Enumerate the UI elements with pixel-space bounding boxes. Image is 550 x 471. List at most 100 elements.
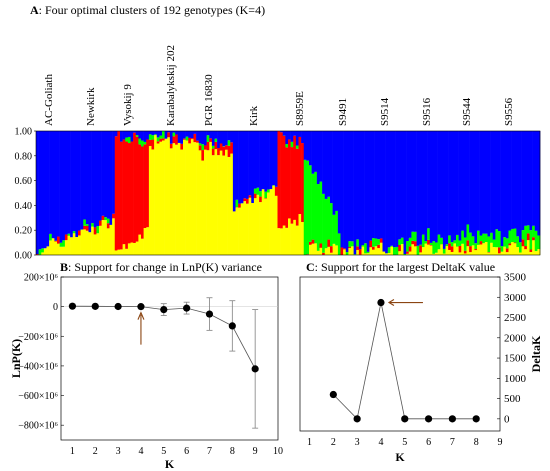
structure-bar-segment bbox=[437, 131, 441, 235]
structure-bar-segment bbox=[503, 246, 507, 255]
structure-bar-segment bbox=[508, 230, 512, 244]
structure-bar-segment bbox=[295, 148, 299, 226]
structure-bar-segment bbox=[322, 252, 326, 255]
structure-bar-segment bbox=[209, 141, 213, 255]
structure-bar-segment bbox=[524, 225, 528, 247]
structure-bar-segment bbox=[164, 138, 168, 255]
structure-bar-segment bbox=[198, 145, 202, 151]
structure-bar-segment bbox=[534, 230, 538, 252]
structure-bar-segment bbox=[193, 131, 197, 134]
structure-bar-segment bbox=[416, 245, 420, 255]
structure-bar-segment bbox=[214, 138, 218, 142]
structure-bar-segment bbox=[264, 198, 268, 199]
structure-bar-segment bbox=[319, 131, 323, 182]
structure-bar-segment bbox=[122, 131, 126, 140]
structure-bar-segment bbox=[172, 131, 176, 133]
structure-bar-segment bbox=[219, 143, 223, 151]
structure-bar-segment bbox=[211, 148, 215, 156]
structure-bar-segment bbox=[240, 131, 244, 204]
structure-bar-segment bbox=[458, 252, 462, 255]
lnpk-x-tick-label: 3 bbox=[116, 446, 121, 457]
deltak-data-point bbox=[424, 415, 433, 423]
structure-bar-segment bbox=[387, 131, 391, 248]
structure-bar-segment bbox=[508, 131, 512, 231]
structure-bar-segment bbox=[479, 235, 483, 242]
structure-bar-segment bbox=[143, 144, 147, 229]
structure-bar-segment bbox=[282, 135, 286, 226]
lnpk-data-point bbox=[160, 306, 168, 314]
structure-bar-segment bbox=[85, 230, 89, 255]
structure-bar-segment bbox=[369, 247, 373, 255]
structure-bars bbox=[35, 130, 541, 256]
structure-bar-segment bbox=[366, 131, 370, 252]
structure-bar-segment bbox=[156, 143, 160, 255]
structure-bar-segment bbox=[498, 131, 501, 232]
structure-bar-segment bbox=[133, 242, 137, 255]
structure-bar-segment bbox=[448, 131, 452, 236]
structure-bar-segment bbox=[251, 203, 255, 255]
structure-bar-segment bbox=[484, 241, 488, 255]
structure-bar-segment bbox=[427, 244, 431, 255]
deltak-y-tick-label: 3500 bbox=[504, 272, 527, 284]
structure-bar-segment bbox=[261, 131, 265, 190]
structure-bar-segment bbox=[127, 131, 131, 137]
structure-bar-segment bbox=[138, 131, 142, 139]
structure-bar-segment bbox=[332, 131, 336, 215]
structure-bar-segment bbox=[122, 139, 126, 245]
structure-bar-segment bbox=[169, 131, 173, 144]
structure-bar-segment bbox=[248, 195, 252, 198]
structure-bar-segment bbox=[419, 131, 423, 245]
structure-bar-segment bbox=[222, 131, 226, 147]
structure-bar-segment bbox=[214, 131, 218, 139]
structure-bar-segment bbox=[490, 242, 494, 255]
structure-bar-segment bbox=[43, 131, 47, 249]
structure-bar-segment bbox=[159, 141, 163, 255]
deltak-data-point bbox=[329, 390, 337, 399]
structure-bar-segment bbox=[88, 232, 92, 255]
structure-bar-segment bbox=[162, 138, 165, 141]
structure-bar-segment bbox=[201, 144, 205, 151]
structure-bar-segment bbox=[516, 236, 520, 248]
structure-bar-segment bbox=[148, 131, 152, 135]
structure-bar-segment bbox=[424, 241, 428, 244]
structure-bar-segment bbox=[217, 148, 221, 156]
structure-bar-segment bbox=[246, 131, 249, 199]
structure-bar-segment bbox=[440, 244, 444, 255]
structure-bar-segment bbox=[151, 149, 155, 255]
structure-bar-segment bbox=[295, 225, 299, 255]
structure-bar-segment bbox=[72, 233, 76, 255]
deltak-x-tick-label: 3 bbox=[355, 437, 360, 448]
structure-bar-segment bbox=[311, 173, 315, 240]
structure-bar-segment bbox=[285, 144, 289, 148]
structure-bar-segment bbox=[277, 228, 281, 255]
structure-bar-segment bbox=[327, 196, 331, 240]
structure-bar-segment bbox=[127, 136, 131, 144]
structure-bar-segment bbox=[125, 141, 129, 249]
structure-y-tick-label: 0.60 bbox=[15, 176, 33, 187]
structure-bar-segment bbox=[358, 131, 362, 250]
lnpk-data-point bbox=[251, 365, 259, 373]
structure-bar-segment bbox=[122, 244, 126, 255]
structure-bar-segment bbox=[141, 140, 144, 147]
structure-bar-segment bbox=[395, 131, 399, 247]
structure-bar-segment bbox=[414, 241, 417, 247]
structure-bar-segment bbox=[204, 131, 207, 146]
structure-bar-segment bbox=[495, 229, 499, 248]
structure-bar-segment bbox=[337, 233, 341, 255]
structure-bar-segment bbox=[235, 199, 239, 208]
lnpk-x-tick-label: 8 bbox=[230, 446, 235, 457]
structure-bar-segment bbox=[104, 217, 108, 221]
structure-bar-segment bbox=[461, 243, 465, 255]
structure-bar-segment bbox=[225, 149, 228, 255]
structure-bar-segment bbox=[85, 226, 89, 231]
structure-bar-segment bbox=[293, 219, 297, 255]
structure-bar-segment bbox=[306, 254, 310, 255]
deltak-data-point bbox=[353, 415, 361, 423]
structure-bar-segment bbox=[529, 230, 533, 250]
structure-bar-segment bbox=[285, 147, 289, 228]
structure-bar-segment bbox=[490, 232, 494, 243]
structure-bar-segment bbox=[450, 246, 454, 252]
structure-bar-segment bbox=[120, 131, 123, 142]
structure-bar-segment bbox=[253, 131, 257, 189]
structure-bar-segment bbox=[99, 225, 102, 255]
